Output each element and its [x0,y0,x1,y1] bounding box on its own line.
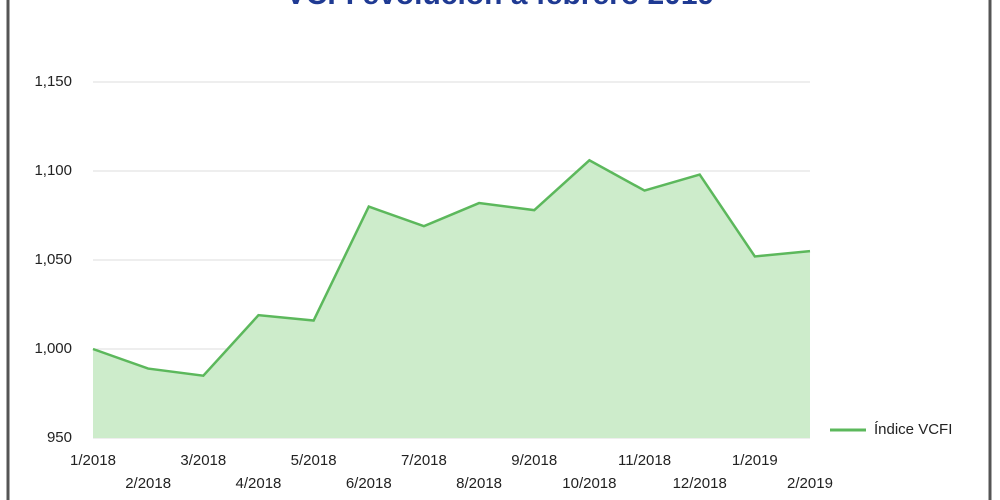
frame [6,0,992,500]
x-tick-label: 8/2018 [456,475,502,492]
x-tick-label: 11/2018 [618,452,671,469]
x-tick-label: 10/2018 [562,475,616,492]
legend-label: Índice VCFI [874,421,952,438]
y-tick-label: 950 [47,429,72,446]
y-tick-label: 1,150 [34,73,72,90]
x-tick-label: 1/2018 [70,452,116,469]
x-tick-label: 1/2019 [732,452,778,469]
x-tick-label: 12/2018 [673,475,727,492]
x-tick-label: 5/2018 [291,452,337,469]
x-tick-label: 9/2018 [511,452,557,469]
x-tick-label: 4/2018 [236,475,282,492]
chart-title: VCFI evolución a febrero 2019 [286,0,714,11]
x-tick-label: 2/2018 [125,475,171,492]
y-tick-label: 1,000 [34,340,72,357]
x-tick-label: 3/2018 [180,452,226,469]
line [92,158,811,378]
area-fill [93,160,810,438]
x-tick-label: 2/2019 [787,475,833,492]
y-tick-label: 1,100 [34,162,72,179]
y-tick-label: 1,050 [34,251,72,268]
x-tick-label: 7/2018 [401,452,447,469]
x-tick-label: 6/2018 [346,475,392,492]
